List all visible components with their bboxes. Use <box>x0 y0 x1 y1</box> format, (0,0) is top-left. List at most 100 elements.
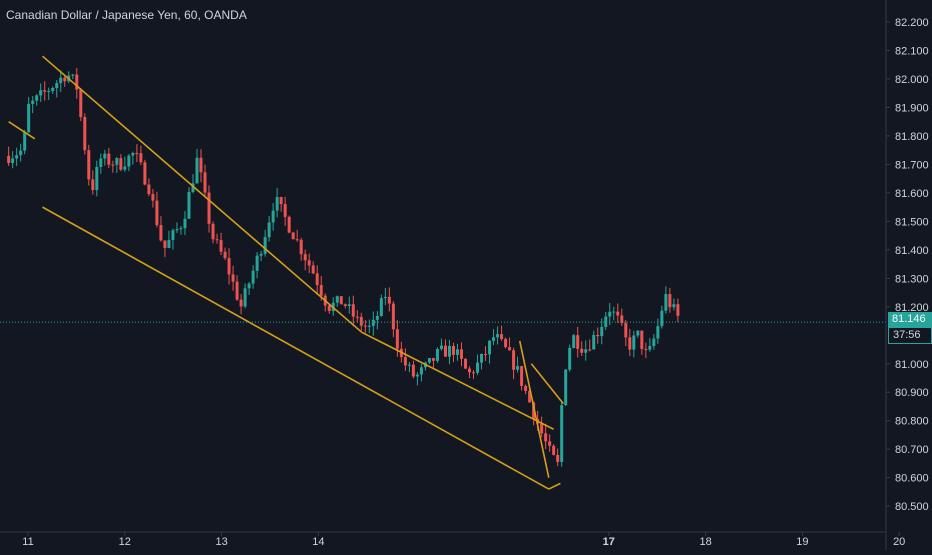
candle <box>55 80 59 98</box>
candle-body <box>55 83 59 89</box>
candle <box>147 178 151 197</box>
candle <box>135 144 139 163</box>
candle <box>183 211 187 236</box>
candle-body <box>492 337 496 341</box>
candle <box>271 202 275 231</box>
candle-body <box>107 153 111 165</box>
candle <box>604 311 608 330</box>
candle-body <box>175 229 179 231</box>
candle-body <box>443 345 447 357</box>
candle-body <box>516 366 520 370</box>
candle-body <box>564 369 568 406</box>
candle-body <box>275 197 279 211</box>
candle-body <box>455 349 459 355</box>
candle <box>255 252 259 279</box>
candle <box>219 232 223 256</box>
candle-body <box>231 274 235 282</box>
candle-body <box>59 77 63 84</box>
candle <box>504 337 508 349</box>
candle-body <box>91 179 95 191</box>
candle-body <box>419 367 423 375</box>
candle <box>247 281 251 295</box>
candle-body <box>35 95 39 101</box>
time-axis[interactable]: 111213141718192021 <box>0 531 932 548</box>
candle-body <box>415 374 419 377</box>
candle <box>419 363 423 382</box>
trendlines-group <box>8 55 564 490</box>
candle <box>672 298 676 311</box>
candle-body <box>660 310 664 327</box>
candle <box>187 187 191 220</box>
candle-body <box>363 325 367 327</box>
candle <box>468 366 472 379</box>
candle-body <box>608 311 612 317</box>
candle-body <box>556 454 560 462</box>
symbol-title: Canadian Dollar / Japanese Yen, 60, OAND… <box>6 8 247 22</box>
candle <box>223 247 227 261</box>
candle-body <box>95 166 99 191</box>
candle-body <box>167 239 171 248</box>
candle-body <box>648 346 652 350</box>
candle-body <box>540 423 544 434</box>
candle <box>628 328 632 357</box>
candle <box>211 221 215 244</box>
candle-body <box>463 358 467 369</box>
candle <box>516 356 520 373</box>
candle-body <box>435 349 439 361</box>
candle-body <box>259 253 263 256</box>
candle <box>520 365 524 391</box>
candle <box>600 318 604 345</box>
candle <box>524 384 528 395</box>
candle <box>155 191 159 228</box>
candle <box>375 311 379 330</box>
candle <box>439 338 443 351</box>
candle <box>339 296 343 305</box>
candle-body <box>279 197 283 205</box>
candle-body <box>351 304 355 317</box>
candle-body <box>604 316 608 327</box>
candle-body <box>355 316 359 318</box>
candle-body <box>576 335 580 349</box>
candle <box>500 325 504 341</box>
candle <box>19 143 23 162</box>
candle <box>231 265 235 291</box>
candle <box>576 326 580 358</box>
candle-body <box>283 204 287 217</box>
candle-body <box>139 153 143 163</box>
candle <box>363 320 367 334</box>
time-tick-label: 13 <box>215 536 227 548</box>
candle-body <box>115 158 119 165</box>
trendline <box>41 55 363 334</box>
candle-body <box>447 345 451 357</box>
candle-body <box>644 349 648 351</box>
candle-body <box>191 183 195 192</box>
candle <box>540 416 544 438</box>
candle <box>544 423 548 450</box>
candle-body <box>207 192 211 224</box>
candle-body <box>640 330 644 350</box>
candle <box>371 311 375 336</box>
candle <box>568 344 572 372</box>
candle <box>387 287 391 312</box>
candle <box>115 156 119 173</box>
candle-body <box>199 157 203 173</box>
candle-body <box>512 350 516 370</box>
price-axis[interactable]: 80.500 80.600 80.700 80.800 80.900 81.000 81.2… <box>885 0 929 550</box>
candle-body <box>375 315 379 320</box>
candle <box>335 295 339 307</box>
candle-body <box>263 237 267 254</box>
candle <box>75 67 79 99</box>
candle-body <box>520 366 524 386</box>
trendline <box>361 331 554 430</box>
candle-body <box>431 358 435 361</box>
candle-body <box>159 225 163 241</box>
candle <box>343 303 347 309</box>
candle <box>560 401 564 467</box>
candle-body <box>83 117 87 151</box>
candle-body <box>672 304 676 308</box>
candle <box>203 164 207 197</box>
candle <box>119 154 123 172</box>
candle <box>299 237 303 261</box>
